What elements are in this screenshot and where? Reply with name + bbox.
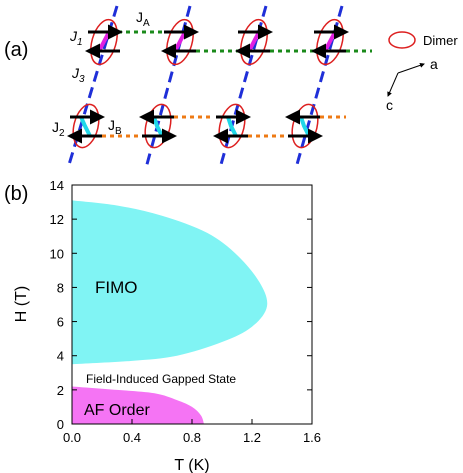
- dimer-j1-4: [311, 18, 349, 66]
- axis-a-label: a: [430, 56, 438, 72]
- y-tick-label: 12: [50, 212, 64, 227]
- chain-line-3: [218, 5, 268, 169]
- dimer-j1-3: [235, 18, 273, 66]
- label-jb: JB: [108, 117, 122, 137]
- x-axis-title: T (K): [174, 457, 209, 473]
- j1-bond: [97, 31, 111, 52]
- af-order-label: AF Order: [84, 402, 150, 419]
- panel-a-label: (a): [4, 39, 28, 61]
- j2-bond: [299, 116, 311, 137]
- x-tick-label: 0.8: [183, 430, 201, 445]
- j2-bond: [152, 116, 164, 137]
- panel-b: (b) 0.0 0.4 0.8 1.2 1.6 0 2 4 6 8 10 12 14 FIMO Fie…: [4, 178, 321, 473]
- label-j2: J2: [52, 119, 65, 139]
- j1-bond: [323, 31, 337, 52]
- dimer-j1-1: [85, 18, 123, 66]
- crystal-axes: a c: [386, 56, 438, 113]
- fimo-label: FIMO: [95, 278, 138, 297]
- dimer-outline: [316, 18, 344, 66]
- x-axis-ticks: 0.0 0.4 0.8 1.2 1.6: [63, 419, 321, 445]
- j1-bond: [247, 31, 261, 52]
- dimer-legend-label: Dimer: [423, 33, 458, 48]
- x-tick-label: 0.4: [123, 430, 141, 445]
- y-tick-label: 0: [57, 417, 64, 432]
- panel-b-label: (b): [4, 183, 28, 205]
- fimo-region: [72, 200, 268, 365]
- y-axis-ticks: 0 2 4 6 8 10 12 14: [50, 178, 312, 432]
- axis-c-arrow: [387, 72, 399, 97]
- dimer-outline: [72, 103, 100, 149]
- j1-bond: [173, 31, 187, 52]
- y-tick-label: 2: [57, 383, 64, 398]
- chain-line-2: [144, 5, 192, 169]
- y-tick-label: 4: [57, 349, 64, 364]
- dimer-j1-2: [161, 18, 199, 66]
- dimer-j2-1: [67, 103, 105, 149]
- y-tick-label: 14: [50, 178, 64, 193]
- dimer-j2-2: [139, 103, 177, 149]
- x-tick-label: 1.2: [243, 430, 261, 445]
- y-tick-label: 8: [57, 280, 64, 295]
- jb-bonds: [102, 115, 346, 138]
- j2-bond: [79, 116, 92, 137]
- j2-bond: [226, 116, 238, 137]
- x-tick-label: 1.6: [303, 430, 321, 445]
- chain-lines: [66, 5, 344, 169]
- label-j1: J1: [69, 28, 83, 48]
- dimer-outline: [166, 18, 194, 66]
- axis-c-label: c: [386, 97, 393, 113]
- axis-a-arrow: [397, 62, 425, 74]
- gapped-state-label: Field-Induced Gapped State: [86, 372, 236, 386]
- af-order-region: [72, 386, 204, 424]
- dimer-j2-4: [285, 103, 323, 149]
- y-tick-label: 6: [57, 315, 64, 330]
- dimer-legend: Dimer: [388, 31, 458, 49]
- panel-a: (a): [4, 5, 458, 169]
- label-j3: J3: [71, 65, 85, 85]
- label-ja: JA: [136, 9, 150, 29]
- y-axis-title: H (T): [13, 286, 30, 322]
- dimer-outline: [90, 18, 118, 66]
- ja-bonds: [118, 30, 372, 53]
- dimer-outline: [240, 18, 268, 66]
- dimer-j2-3: [213, 103, 251, 149]
- dimer-legend-icon: [388, 31, 416, 49]
- x-tick-label: 0.0: [63, 430, 81, 445]
- phase-diagram-plot: 0.0 0.4 0.8 1.2 1.6 0 2 4 6 8 10 12 14 FIMO Field-I…: [13, 178, 321, 473]
- chain-line-4: [294, 5, 344, 169]
- dimer-outline: [218, 103, 246, 149]
- y-tick-label: 10: [50, 246, 64, 261]
